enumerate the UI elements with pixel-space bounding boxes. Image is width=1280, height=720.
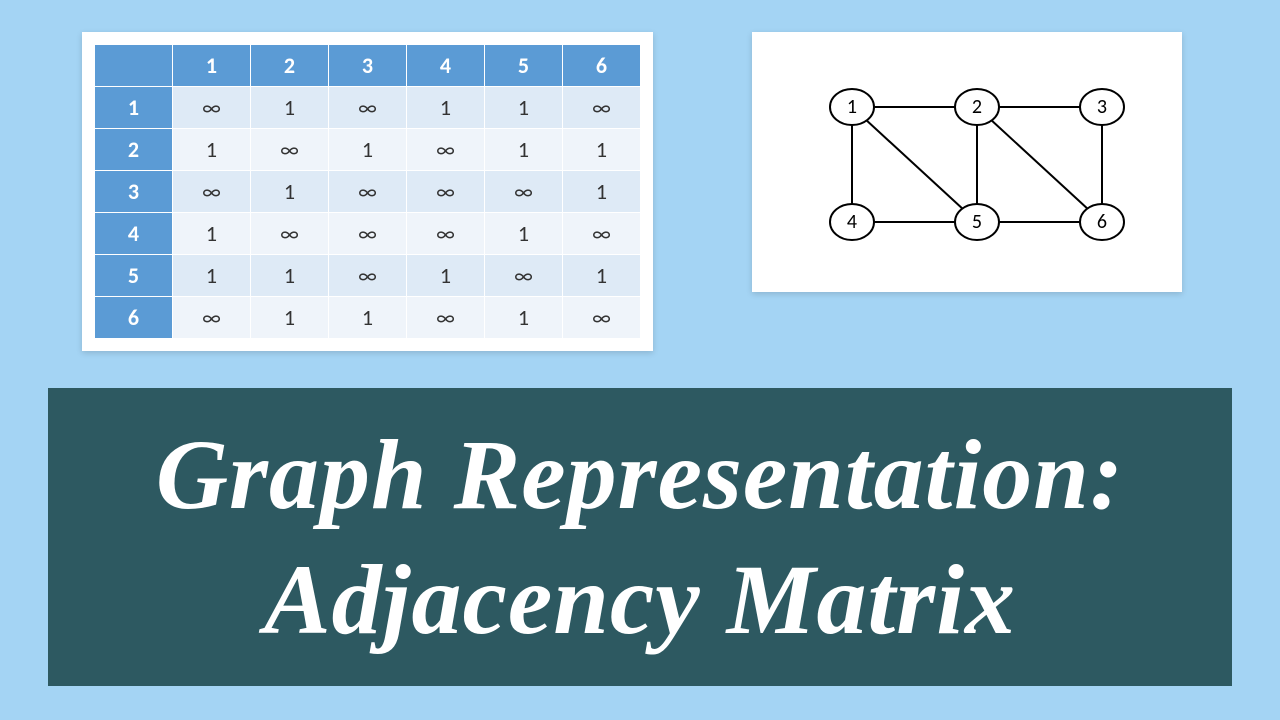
matrix-corner-cell xyxy=(95,45,173,87)
matrix-cell: 1 xyxy=(407,255,485,297)
matrix-col-header: 3 xyxy=(329,45,407,87)
matrix-cell: 1 xyxy=(251,171,329,213)
graph-node-label: 5 xyxy=(972,210,982,234)
matrix-cell: ∞ xyxy=(173,87,251,129)
adjacency-matrix-panel: 1 2 3 4 5 6 1 ∞ 1 ∞ 1 1 ∞ 2 1 ∞ 1 xyxy=(82,32,653,351)
table-row: 5 1 1 ∞ 1 ∞ 1 xyxy=(95,255,641,297)
matrix-cell: 1 xyxy=(173,213,251,255)
matrix-cell: 1 xyxy=(407,87,485,129)
matrix-cell: ∞ xyxy=(485,171,563,213)
matrix-cell: ∞ xyxy=(563,87,641,129)
matrix-cell: ∞ xyxy=(329,255,407,297)
matrix-col-header: 5 xyxy=(485,45,563,87)
graph-edge xyxy=(852,107,977,222)
matrix-cell: 1 xyxy=(251,87,329,129)
graph-diagram: 1 2 3 4 5 6 xyxy=(752,32,1182,292)
matrix-col-header: 2 xyxy=(251,45,329,87)
matrix-cell: ∞ xyxy=(563,213,641,255)
matrix-row-header: 6 xyxy=(95,297,173,339)
matrix-cell: ∞ xyxy=(329,171,407,213)
matrix-row-header: 3 xyxy=(95,171,173,213)
table-row: 2 1 ∞ 1 ∞ 1 1 xyxy=(95,129,641,171)
matrix-cell: ∞ xyxy=(563,297,641,339)
table-row: 6 ∞ 1 1 ∞ 1 ∞ xyxy=(95,297,641,339)
matrix-cell: 1 xyxy=(485,129,563,171)
table-row: 4 1 ∞ ∞ ∞ 1 ∞ xyxy=(95,213,641,255)
table-row: 1 ∞ 1 ∞ 1 1 ∞ xyxy=(95,87,641,129)
graph-node-label: 2 xyxy=(972,95,982,119)
table-row: 3 ∞ 1 ∞ ∞ ∞ 1 xyxy=(95,171,641,213)
matrix-col-header: 4 xyxy=(407,45,485,87)
matrix-cell: ∞ xyxy=(485,255,563,297)
graph-node-label: 4 xyxy=(847,210,857,234)
graph-node-label: 3 xyxy=(1097,95,1107,119)
title-line-1: Graph Representation: xyxy=(156,412,1124,537)
graph-node-label: 6 xyxy=(1097,210,1107,234)
matrix-cell: 1 xyxy=(173,255,251,297)
matrix-row-header: 5 xyxy=(95,255,173,297)
matrix-cell: ∞ xyxy=(407,297,485,339)
title-line-2: Adjacency Matrix xyxy=(264,537,1016,662)
matrix-cell: 1 xyxy=(329,129,407,171)
matrix-cell: 1 xyxy=(173,129,251,171)
matrix-cell: 1 xyxy=(485,87,563,129)
matrix-col-header: 1 xyxy=(173,45,251,87)
matrix-cell: 1 xyxy=(485,297,563,339)
matrix-row-header: 4 xyxy=(95,213,173,255)
matrix-cell: 1 xyxy=(485,213,563,255)
matrix-col-header: 6 xyxy=(563,45,641,87)
matrix-cell: 1 xyxy=(251,297,329,339)
matrix-cell: 1 xyxy=(251,255,329,297)
adjacency-matrix-table: 1 2 3 4 5 6 1 ∞ 1 ∞ 1 1 ∞ 2 1 ∞ 1 xyxy=(94,44,641,339)
matrix-row-header: 2 xyxy=(95,129,173,171)
matrix-cell: ∞ xyxy=(251,213,329,255)
matrix-cell: ∞ xyxy=(329,87,407,129)
title-banner: Graph Representation: Adjacency Matrix xyxy=(48,388,1232,686)
matrix-cell: 1 xyxy=(563,171,641,213)
matrix-cell: ∞ xyxy=(407,129,485,171)
matrix-cell: ∞ xyxy=(173,297,251,339)
matrix-cell: ∞ xyxy=(407,213,485,255)
matrix-cell: ∞ xyxy=(173,171,251,213)
matrix-cell: ∞ xyxy=(407,171,485,213)
matrix-cell: ∞ xyxy=(329,213,407,255)
graph-edge xyxy=(977,107,1102,222)
graph-diagram-panel: 1 2 3 4 5 6 xyxy=(752,32,1182,292)
matrix-row-header: 1 xyxy=(95,87,173,129)
matrix-cell: ∞ xyxy=(251,129,329,171)
matrix-cell: 1 xyxy=(563,255,641,297)
matrix-cell: 1 xyxy=(329,297,407,339)
graph-node-label: 1 xyxy=(847,95,857,119)
matrix-cell: 1 xyxy=(563,129,641,171)
